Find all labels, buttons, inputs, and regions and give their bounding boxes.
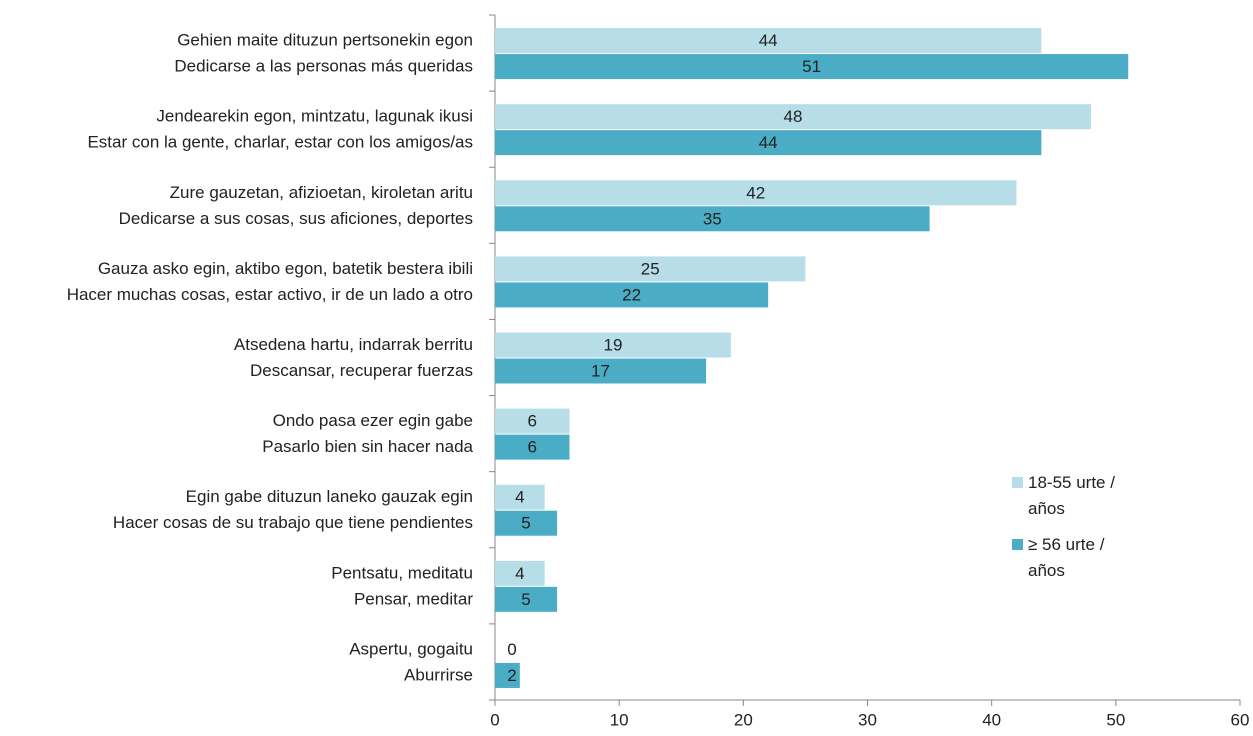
value-label: 4 (515, 564, 524, 583)
bar (495, 560, 545, 586)
category-label: Estar con la gente, charlar, estar con l… (87, 133, 473, 152)
value-label: 25 (641, 259, 660, 278)
x-tick-label: 0 (490, 710, 499, 729)
legend-item: 18-55 urte / años (1012, 472, 1133, 522)
x-tick-label: 50 (1106, 710, 1125, 729)
value-label: 5 (521, 514, 530, 533)
category-label: Pasarlo bien sin hacer nada (262, 437, 473, 456)
bar (495, 206, 930, 232)
value-label: 6 (528, 438, 537, 457)
category-label: Hacer muchas cosas, estar activo, ir de … (67, 285, 473, 304)
bar (495, 256, 806, 282)
category-label: Pensar, meditar (354, 589, 473, 608)
bar (495, 408, 570, 434)
x-tick-label: 60 (1231, 710, 1250, 729)
category-label: Atsedena hartu, indarrak berritu (234, 335, 473, 354)
category-label: Aspertu, gogaitu (349, 639, 473, 658)
bar (495, 662, 520, 688)
bar (495, 484, 545, 510)
bar (495, 332, 731, 358)
value-label: 6 (528, 412, 537, 431)
category-label: Hacer cosas de su trabajo que tiene pend… (113, 513, 473, 532)
value-label: 0 (507, 640, 516, 659)
legend: 18-55 urte / años ≥ 56 urte / años (1012, 472, 1133, 596)
value-label: 42 (746, 183, 765, 202)
x-tick-label: 30 (858, 710, 877, 729)
category-label: Descansar, recuperar fuerzas (250, 361, 473, 380)
category-label: Jendearekin egon, mintzatu, lagunak ikus… (156, 107, 473, 126)
value-label: 2 (507, 666, 516, 685)
x-tick-label: 20 (734, 710, 753, 729)
bar (495, 434, 570, 460)
bar (495, 180, 1017, 206)
bar (495, 104, 1091, 130)
value-label: 5 (521, 590, 530, 609)
category-label: Zure gauzetan, afizioetan, kiroletan ari… (170, 183, 473, 202)
legend-label: ≥ 56 urte / años (1028, 535, 1105, 580)
bar (495, 510, 558, 536)
legend-label: 18-55 urte / años (1028, 473, 1115, 518)
category-label: Gehien maite dituzun pertsonekin egon (177, 31, 473, 50)
category-label: Dedicarse a sus cosas, sus aficiones, de… (119, 209, 473, 228)
bar (495, 282, 769, 308)
value-label: 35 (703, 209, 722, 228)
category-label: Aburrirse (404, 665, 473, 684)
category-label: Gauza asko egin, aktibo egon, batetik be… (98, 259, 473, 278)
category-label: Ondo pasa ezer egin gabe (273, 411, 473, 430)
category-label: Dedicarse a las personas más queridas (174, 57, 473, 76)
legend-swatch (1012, 539, 1023, 550)
bar (495, 130, 1042, 156)
value-label: 48 (784, 107, 803, 126)
value-label: 17 (591, 361, 610, 380)
value-label: 44 (759, 133, 778, 152)
value-label: 19 (603, 335, 622, 354)
bar (495, 28, 1042, 54)
legend-swatch (1012, 477, 1023, 488)
bar (495, 54, 1129, 80)
category-label: Egin gabe dituzun laneko gauzak egin (186, 487, 473, 506)
value-label: 51 (802, 57, 821, 76)
legend-item: ≥ 56 urte / años (1012, 534, 1133, 584)
value-label: 22 (622, 285, 641, 304)
x-tick-label: 10 (610, 710, 629, 729)
value-label: 44 (759, 31, 778, 50)
bar (495, 586, 558, 612)
value-label: 4 (515, 488, 524, 507)
x-tick-label: 40 (982, 710, 1001, 729)
bar (495, 358, 707, 384)
category-label: Pentsatu, meditatu (331, 563, 473, 582)
